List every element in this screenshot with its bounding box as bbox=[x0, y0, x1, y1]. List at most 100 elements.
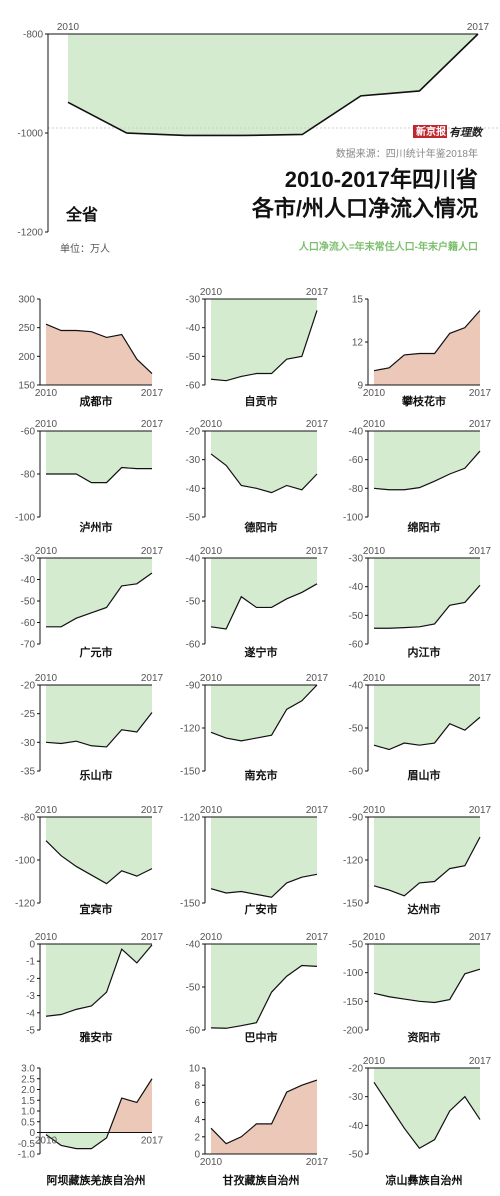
y-tick-label: -1200 bbox=[17, 228, 43, 239]
x-tick-label: 2017 bbox=[469, 1056, 492, 1067]
y-tick-label: 10 bbox=[189, 1064, 201, 1075]
x-tick-label: 2017 bbox=[141, 419, 164, 430]
area-fill bbox=[108, 1078, 152, 1133]
chart-自贡市: -30 -40 -50 -60 2010 2017 bbox=[186, 287, 329, 392]
city-label: 巴中市 bbox=[245, 1030, 278, 1044]
y-tick-label: -3 bbox=[26, 991, 35, 1002]
chart-宜宾市: -80 -100 -120 2010 2017 bbox=[15, 805, 164, 910]
y-tick-label: -50 bbox=[349, 1150, 364, 1161]
x-tick-label: 2010 bbox=[200, 673, 223, 684]
x-tick-label: 2010 bbox=[200, 805, 223, 816]
x-tick-label: 2010 bbox=[363, 388, 386, 399]
city-label: 德阳市 bbox=[244, 520, 278, 534]
logo-box bbox=[413, 125, 447, 138]
y-tick-label: -40 bbox=[349, 1121, 364, 1132]
city-label: 遂宁市 bbox=[245, 645, 278, 659]
y-tick-label: -40 bbox=[21, 575, 36, 586]
definition-label: 人口净流入=年末常住人口-年末户籍人口 bbox=[299, 240, 478, 253]
logo: 新京报 有理数 bbox=[413, 125, 484, 139]
area-fill bbox=[211, 944, 317, 1029]
x-tick-label: 2010 bbox=[35, 932, 58, 943]
y-tick-label: -90 bbox=[349, 813, 364, 824]
y-tick-label: 6 bbox=[194, 1098, 200, 1109]
city-label: 泸州市 bbox=[80, 520, 113, 534]
city-label: 眉山市 bbox=[408, 768, 441, 782]
y-tick-label: -5 bbox=[26, 1026, 35, 1037]
y-tick-label: -60 bbox=[21, 618, 36, 629]
y-tick-label: -40 bbox=[349, 427, 364, 438]
chart-资阳市: -50 -100 -150 -200 2010 2017 bbox=[343, 932, 492, 1037]
x-tick-label: 2017 bbox=[469, 932, 492, 943]
chart-全省: -800 -1000 -1200 2010 2017 bbox=[17, 22, 498, 239]
series-line bbox=[374, 584, 481, 629]
y-tick-label: -50 bbox=[186, 597, 201, 608]
data-source: 数据来源：四川统计年鉴2018年 bbox=[336, 147, 478, 160]
area-fill bbox=[46, 558, 152, 627]
x-tick-label: 2017 bbox=[467, 22, 490, 33]
y-tick-label: -60 bbox=[186, 381, 201, 392]
y-tick-label: -100 bbox=[15, 513, 35, 524]
y-tick-label: 2 bbox=[194, 1132, 200, 1143]
y-tick-label: -120 bbox=[343, 856, 363, 867]
y-tick-label: -1.0 bbox=[18, 1150, 36, 1161]
x-tick-label: 2010 bbox=[363, 546, 386, 557]
x-tick-label: 2010 bbox=[35, 546, 58, 557]
city-label: 广安市 bbox=[245, 902, 278, 916]
y-tick-label: -20 bbox=[349, 1064, 364, 1075]
x-tick-label: 2010 bbox=[35, 419, 58, 430]
y-tick-label: -30 bbox=[186, 295, 201, 306]
logo-text: 有理数 bbox=[449, 126, 484, 139]
x-tick-label: 2017 bbox=[469, 673, 492, 684]
x-tick-label: 2017 bbox=[469, 388, 492, 399]
x-tick-label: 2017 bbox=[306, 546, 329, 557]
x-tick-label: 2010 bbox=[363, 932, 386, 943]
y-tick-label: 0 bbox=[29, 1128, 35, 1139]
chart-绵阳市: -40 -60 -80 -100 2010 2017 bbox=[343, 419, 492, 524]
x-tick-label: 2017 bbox=[306, 287, 329, 298]
y-tick-label: -30 bbox=[186, 455, 201, 466]
x-tick-label: 2010 bbox=[35, 388, 58, 399]
y-tick-label: -50 bbox=[349, 611, 364, 622]
city-label: 宜宾市 bbox=[80, 902, 113, 916]
series-line bbox=[210, 453, 318, 494]
area-fill bbox=[374, 558, 480, 629]
y-tick-label: 12 bbox=[352, 338, 364, 349]
area-fill bbox=[374, 685, 480, 750]
title-line-1: 2010-2017年四川省 bbox=[285, 167, 478, 192]
y-tick-label: -40 bbox=[186, 940, 201, 951]
x-tick-label: 2010 bbox=[363, 1056, 386, 1067]
series-line bbox=[45, 1078, 153, 1150]
y-tick-label: -25 bbox=[21, 709, 36, 720]
y-tick-label: -40 bbox=[186, 484, 201, 495]
chart-凉山彝族自治州: -20 -30 -40 -50 2010 2017 bbox=[349, 1056, 492, 1161]
chart-巴中市: -40 -50 -60 2010 2017 bbox=[186, 932, 329, 1037]
chart-泸州市: -60 -80 -100 2010 2017 bbox=[15, 419, 164, 524]
y-tick-label: 0 bbox=[29, 940, 35, 951]
y-tick-label: -120 bbox=[180, 813, 200, 824]
area-fill bbox=[211, 1080, 317, 1154]
area-fill bbox=[374, 1068, 480, 1149]
chart-南充市: -90 -120 -150 2010 2017 bbox=[180, 673, 329, 778]
y-tick-label: -120 bbox=[15, 899, 35, 910]
y-tick-label: 8 bbox=[194, 1081, 200, 1092]
city-label: 达州市 bbox=[408, 902, 441, 916]
x-tick-label: 2010 bbox=[200, 1157, 223, 1168]
y-tick-label: -80 bbox=[21, 813, 36, 824]
y-tick-label: -50 bbox=[349, 724, 364, 735]
y-tick-label: -1000 bbox=[17, 129, 43, 140]
series-line bbox=[67, 33, 479, 137]
y-tick-label: -100 bbox=[343, 968, 363, 979]
y-tick-label: 0.5 bbox=[21, 1117, 35, 1128]
chart-阿坝藏族羌族自治州: 3.02.52.01.51.00.50-0.5-1.0 2010 2017 bbox=[18, 1064, 164, 1161]
series-line bbox=[210, 1079, 318, 1145]
series-line bbox=[373, 310, 481, 372]
y-tick-label: -100 bbox=[343, 513, 363, 524]
x-tick-label: 2017 bbox=[306, 673, 329, 684]
x-tick-label: 2017 bbox=[469, 805, 492, 816]
city-label: 广元市 bbox=[80, 645, 113, 659]
series-line bbox=[373, 450, 481, 491]
